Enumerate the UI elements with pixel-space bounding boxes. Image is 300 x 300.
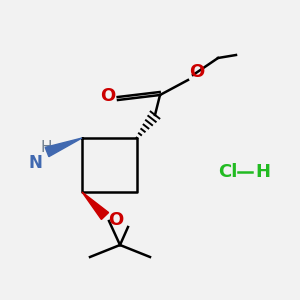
Text: H: H bbox=[40, 140, 52, 155]
Text: O: O bbox=[189, 63, 205, 81]
Text: N: N bbox=[28, 154, 42, 172]
Text: H: H bbox=[255, 163, 270, 181]
Text: O: O bbox=[108, 211, 124, 229]
Text: O: O bbox=[100, 87, 116, 105]
Polygon shape bbox=[45, 138, 82, 157]
Text: Cl: Cl bbox=[218, 163, 237, 181]
Polygon shape bbox=[82, 192, 109, 220]
